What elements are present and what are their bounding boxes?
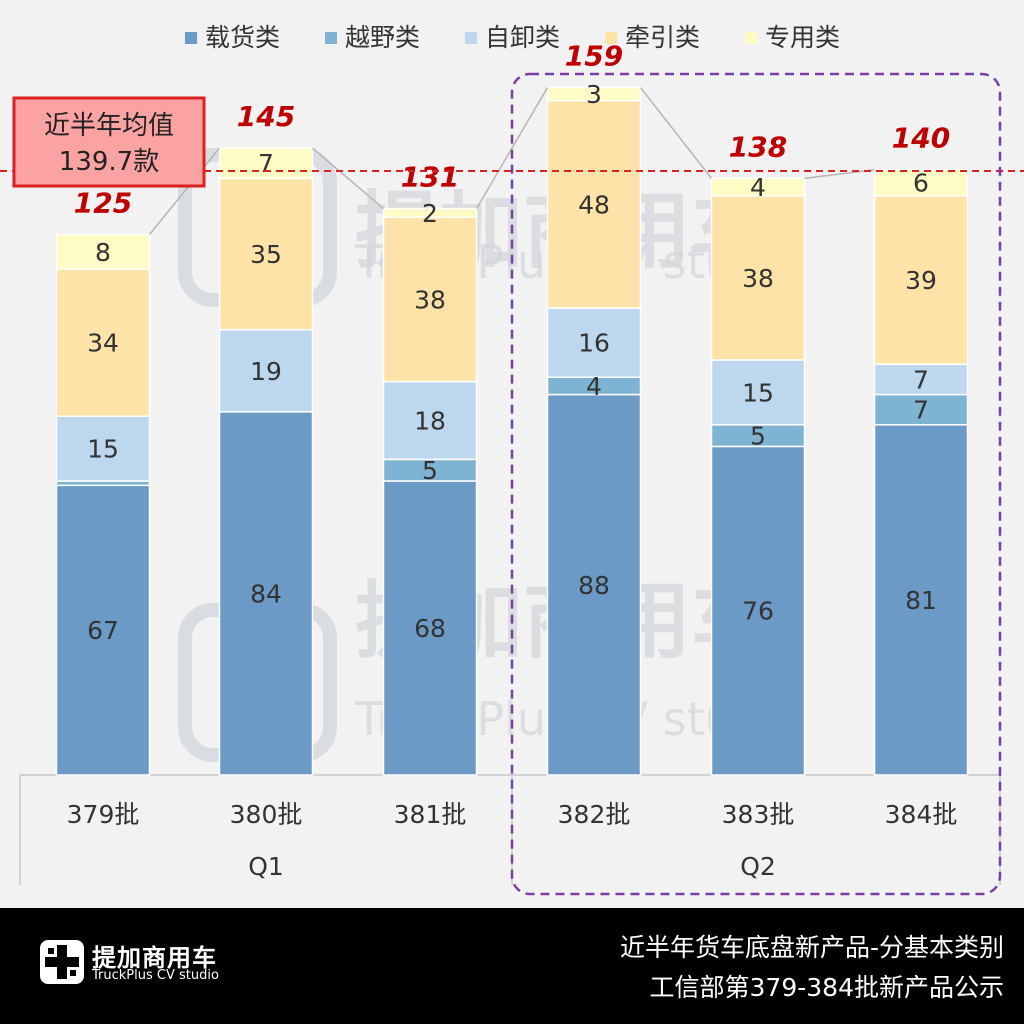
bar-value-label: 84	[250, 579, 282, 608]
bar-segment	[710, 445, 806, 776]
average-callout-line2: 139.7款	[59, 147, 159, 177]
bar-segment	[55, 484, 151, 776]
bar-segment	[218, 328, 314, 413]
total-label: 125	[74, 187, 132, 220]
x-tick-label: 379批	[67, 800, 140, 829]
average-callout-box	[12, 96, 206, 188]
legend: 载货类 越野类 自卸类 牵引类 专用类	[185, 23, 840, 52]
x-tick-label: 380批	[230, 800, 303, 829]
annotation-layer: 近半年均值 139.7款	[0, 72, 1024, 896]
footer-title-line1: 近半年货车底盘新产品-分基本类别	[619, 933, 1004, 962]
connector-line	[312, 147, 384, 210]
connector-line	[475, 87, 549, 209]
connector-line	[148, 147, 221, 236]
x-axis: 379批 380批 381批 382批 383批 384批 Q1 Q2	[19, 774, 1001, 885]
value-labels: 6715348841935768518382884164837651538481…	[87, 80, 937, 645]
brand-name-cn: 提加商用车	[92, 944, 217, 972]
bar-value-label: 18	[414, 406, 446, 435]
bar-value-label: 3	[586, 80, 602, 109]
total-label: 140	[892, 122, 950, 155]
bar-value-label: 5	[750, 422, 766, 451]
x-tick-label: 381批	[394, 800, 467, 829]
bar-segment	[218, 177, 314, 331]
footer-title-line2: 工信部第379-384批新产品公示	[649, 973, 1004, 1002]
bar-segment	[382, 216, 478, 383]
legend-swatch	[605, 32, 617, 44]
bar-value-label: 34	[87, 329, 119, 358]
bar-value-label: 38	[742, 264, 774, 293]
legend-label: 牵引类	[625, 23, 700, 52]
group-label: Q2	[740, 852, 776, 881]
bar-value-label: 5	[422, 456, 438, 485]
bar-segment	[546, 99, 642, 309]
bar-segment	[382, 380, 478, 461]
bar-value-label: 38	[414, 285, 446, 314]
bar-value-label: 8	[95, 238, 111, 267]
legend-label: 越野类	[345, 23, 420, 52]
bar-segment	[873, 424, 969, 776]
x-tick-label: 382批	[558, 800, 631, 829]
group-label: Q1	[248, 852, 284, 881]
connector-line	[804, 168, 875, 180]
bar-segment	[873, 363, 969, 396]
bar-segment	[382, 480, 478, 776]
average-callout-line1: 近半年均值	[44, 111, 174, 141]
bar-segment	[710, 194, 806, 361]
bar-value-label: 7	[913, 396, 929, 425]
footer-bar: 提加商用车 TruckPlus CV studio 近半年货车底盘新产品-分基本…	[0, 908, 1024, 1024]
bar-value-label: 4	[586, 372, 602, 401]
total-label: 131	[401, 161, 459, 194]
x-tick-label: 384批	[885, 800, 958, 829]
legend-swatch	[185, 32, 197, 44]
bar-value-label: 67	[87, 616, 119, 645]
bar-value-label: 6	[913, 169, 929, 198]
bar-value-label: 15	[742, 378, 774, 407]
bar-value-label: 2	[422, 199, 438, 228]
bar-segment	[873, 168, 969, 197]
bar-value-label: 48	[578, 190, 610, 219]
brand-name-en: TruckPlus CV studio	[92, 968, 219, 983]
bar-segment	[710, 177, 806, 197]
total-connector-lines	[148, 87, 875, 236]
total-label: 159	[565, 40, 623, 73]
legend-label: 载货类	[205, 23, 280, 52]
legend-label: 专用类	[765, 23, 840, 52]
x-tick-label: 383批	[722, 800, 795, 829]
bar-value-label: 76	[742, 597, 774, 626]
bar-segment	[218, 147, 314, 180]
legend-swatch	[745, 32, 757, 44]
bar-value-label: 39	[905, 266, 937, 295]
bar-segment	[546, 393, 642, 776]
legend-label: 自卸类	[485, 23, 560, 52]
bar-value-label: 68	[414, 614, 446, 643]
legend-swatch	[465, 32, 477, 44]
total-labels: 125 145 131 159 138 140	[74, 40, 950, 220]
bar-segment	[55, 268, 151, 417]
q2-highlight-box	[510, 72, 1002, 896]
bars-layer	[55, 86, 969, 776]
bar-value-label: 15	[87, 435, 119, 464]
legend-swatch	[325, 32, 337, 44]
bar-segment	[873, 393, 969, 426]
brand-logo-icon	[40, 940, 84, 984]
total-label: 145	[237, 100, 295, 133]
bar-value-label: 16	[578, 329, 610, 358]
bar-value-label: 4	[750, 173, 766, 202]
bar-segment	[218, 411, 314, 776]
bar-value-label: 81	[905, 586, 937, 615]
total-label: 138	[729, 130, 787, 163]
bar-value-label: 88	[578, 571, 610, 600]
bar-value-label: 35	[250, 240, 282, 269]
bar-segment	[546, 307, 642, 378]
bar-value-label: 7	[913, 365, 929, 394]
bar-segment	[546, 86, 642, 102]
bar-value-label: 7	[258, 149, 274, 178]
bar-value-label: 19	[250, 357, 282, 386]
bar-segment	[382, 207, 478, 219]
connector-line	[639, 87, 713, 179]
bar-segment	[55, 233, 151, 270]
